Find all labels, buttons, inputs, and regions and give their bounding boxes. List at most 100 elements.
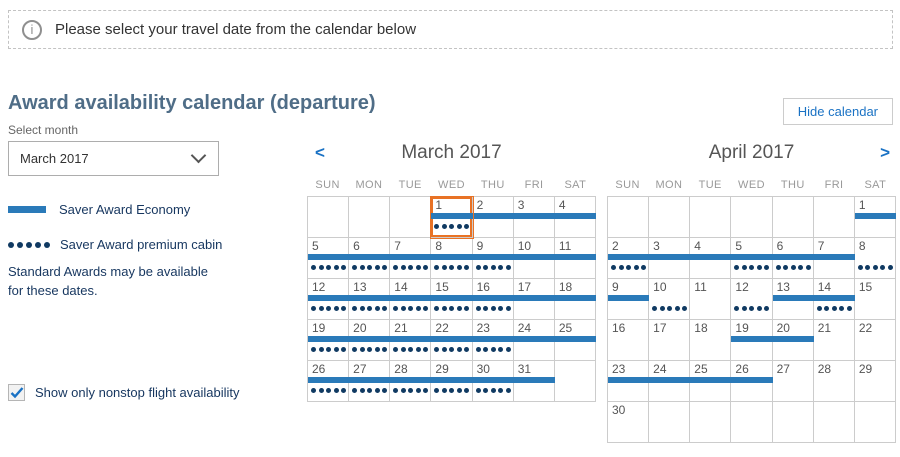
calendar-day-cell[interactable]: 24	[649, 361, 691, 402]
calendar-day-cell[interactable]: 3	[649, 238, 691, 279]
calendar-day-cell[interactable]: 11	[690, 279, 732, 320]
calendar-day-cell[interactable]: 18	[690, 320, 732, 361]
calendar-day-cell[interactable]: 1	[854, 197, 896, 238]
prev-month-button[interactable]: <	[315, 143, 325, 162]
calendar-day-cell[interactable]: 27	[772, 361, 814, 402]
calendar-day-cell[interactable]: 20	[772, 320, 814, 361]
day-of-week-row: SUN MON TUE WED THU FRI SAT	[307, 172, 596, 196]
calendar-day-cell[interactable]: 26	[731, 361, 773, 402]
next-month-button[interactable]: >	[880, 143, 890, 162]
calendar-day-cell[interactable]: 8	[431, 238, 473, 279]
calendar-day-cell[interactable]: 2	[608, 238, 650, 279]
calendar-day-cell[interactable]: 17	[649, 320, 691, 361]
standard-awards-note-line2: for these dates.	[8, 283, 98, 298]
calendar-day-cell[interactable]: 15	[854, 279, 896, 320]
saver-economy-bar	[431, 377, 473, 383]
calendar-day-cell[interactable]: 21	[813, 320, 855, 361]
saver-economy-bar	[431, 295, 473, 301]
calendar-day-cell[interactable]: 8	[854, 238, 896, 279]
day-number: 2	[476, 198, 484, 212]
calendar-day-cell[interactable]: 4	[690, 238, 732, 279]
saver-economy-bar	[390, 295, 432, 301]
calendar-day-cell[interactable]: 2	[472, 197, 514, 238]
calendar-day-cell[interactable]: 28	[390, 361, 432, 402]
calendar-empty-cell	[554, 361, 596, 402]
saver-premium-dots	[434, 265, 470, 270]
calendar-day-cell[interactable]: 29	[431, 361, 473, 402]
calendar-day-cell[interactable]: 10	[513, 238, 555, 279]
saver-premium-dots	[816, 306, 852, 311]
chevron-down-icon	[190, 147, 207, 164]
calendar-day-cell[interactable]: 5	[731, 238, 773, 279]
saver-premium-dots	[434, 388, 470, 393]
calendar-day-cell[interactable]: 12	[731, 279, 773, 320]
calendar-day-cell[interactable]: 31	[513, 361, 555, 402]
calendar-day-cell[interactable]: 13	[349, 279, 391, 320]
saver-economy-bar	[513, 377, 555, 383]
day-number: 14	[817, 280, 832, 294]
calendar-day-cell[interactable]: 6	[349, 238, 391, 279]
calendar-day-cell[interactable]: 3	[513, 197, 555, 238]
calendar-day-cell[interactable]: 23	[472, 320, 514, 361]
nonstop-checkbox[interactable]	[8, 384, 25, 401]
calendar-day-cell[interactable]: 23	[608, 361, 650, 402]
banner-text: Please select your travel date from the …	[55, 21, 417, 38]
calendar-day-cell[interactable]: 20	[349, 320, 391, 361]
calendar-day-cell[interactable]: 7	[813, 238, 855, 279]
calendar-day-cell[interactable]: 9	[472, 238, 514, 279]
calendar-day-cell[interactable]: 16	[608, 320, 650, 361]
calendar-day-cell[interactable]: 14	[813, 279, 855, 320]
saver-economy-bar	[308, 254, 350, 260]
day-number: 4	[694, 239, 701, 253]
calendar-day-cell[interactable]: 28	[813, 361, 855, 402]
saver-premium-dots	[393, 306, 429, 311]
calendar-day-cell[interactable]: 22	[854, 320, 896, 361]
saver-premium-dots	[734, 306, 770, 311]
day-number: 13	[353, 280, 367, 294]
calendar-day-cell[interactable]: 11	[554, 238, 596, 279]
calendar-day-cell[interactable]: 26	[308, 361, 350, 402]
calendar-day-cell[interactable]: 6	[772, 238, 814, 279]
calendar-day-cell[interactable]: 14	[390, 279, 432, 320]
day-of-week-header: THU	[480, 179, 505, 191]
calendar-day-cell[interactable]: 19	[731, 320, 773, 361]
saver-economy-bar	[308, 336, 350, 342]
calendar-day-cell[interactable]: 4	[554, 197, 596, 238]
calendar-day-cell[interactable]: 16	[472, 279, 514, 320]
calendar-day-cell[interactable]: 18	[554, 279, 596, 320]
calendar-day-cell[interactable]: 22	[431, 320, 473, 361]
day-number: 28	[394, 362, 408, 376]
calendar-day-cell[interactable]: 21	[390, 320, 432, 361]
calendar-day-cell[interactable]: 29	[854, 361, 896, 402]
legend-premium: Saver Award premium cabin	[8, 237, 222, 252]
day-number: 27	[776, 362, 790, 376]
hide-calendar-button[interactable]: Hide calendar	[782, 98, 893, 125]
calendar-day-cell[interactable]: 15	[431, 279, 473, 320]
day-number: 18	[694, 321, 708, 335]
saver-premium-dots	[857, 265, 893, 270]
calendar-day-cell[interactable]: 24	[513, 320, 555, 361]
calendar-day-cell[interactable]: 10	[649, 279, 691, 320]
calendar-day-cell[interactable]: 13	[772, 279, 814, 320]
day-number: 3	[653, 239, 660, 253]
calendar-day-cell[interactable]: 12	[308, 279, 350, 320]
calendar-empty-cell	[690, 197, 732, 238]
month-dropdown[interactable]: March 2017	[8, 141, 219, 176]
calendar-day-cell[interactable]: 7	[390, 238, 432, 279]
saver-premium-dots	[611, 265, 646, 270]
calendar-day-cell[interactable]: 17	[513, 279, 555, 320]
calendar-day-cell[interactable]: 25	[554, 320, 596, 361]
day-number: 8	[858, 239, 866, 253]
calendar-day-cell[interactable]: 1	[431, 197, 473, 238]
calendar-day-cell[interactable]: 19	[308, 320, 350, 361]
saver-economy-bar	[472, 213, 514, 219]
calendar-day-cell[interactable]: 30	[608, 402, 650, 443]
saver-economy-bar	[513, 336, 555, 342]
saver-economy-bar	[690, 254, 732, 260]
calendar-day-cell[interactable]: 27	[349, 361, 391, 402]
calendar-day-cell[interactable]: 30	[472, 361, 514, 402]
calendar-day-cell[interactable]: 25	[690, 361, 732, 402]
calendar-day-cell[interactable]: 5	[308, 238, 350, 279]
calendar-day-cell[interactable]: 9	[608, 279, 650, 320]
day-number: 2	[612, 239, 619, 253]
